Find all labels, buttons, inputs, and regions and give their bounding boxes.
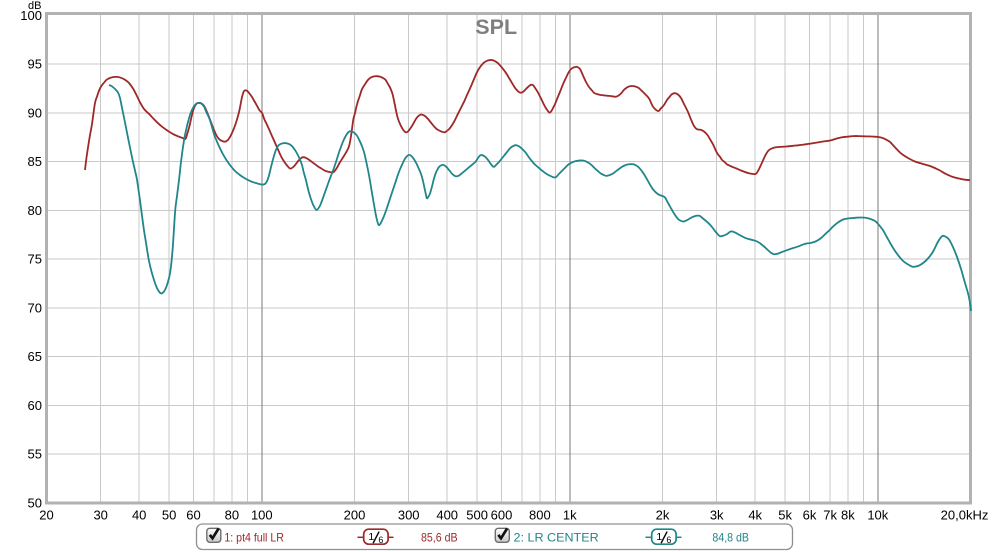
svg-text:dB: dB <box>28 0 41 12</box>
svg-text:2k: 2k <box>656 508 670 523</box>
svg-text:200: 200 <box>344 508 366 523</box>
svg-text:10k: 10k <box>867 508 888 523</box>
svg-text:5k: 5k <box>778 508 792 523</box>
svg-text:65: 65 <box>28 349 42 364</box>
svg-text:500: 500 <box>466 508 488 523</box>
svg-text:400: 400 <box>436 508 458 523</box>
svg-text:20: 20 <box>39 508 53 523</box>
svg-text:50: 50 <box>162 508 176 523</box>
svg-text:85: 85 <box>28 154 42 169</box>
svg-text:6: 6 <box>378 535 383 545</box>
svg-text:3k: 3k <box>710 508 724 523</box>
svg-text:6k: 6k <box>803 508 817 523</box>
svg-text:1k: 1k <box>563 508 577 523</box>
svg-text:SPL: SPL <box>475 15 517 39</box>
svg-text:60: 60 <box>28 398 42 413</box>
svg-text:95: 95 <box>28 57 42 72</box>
svg-text:90: 90 <box>28 105 42 120</box>
svg-text:75: 75 <box>28 252 42 267</box>
svg-text:50: 50 <box>28 495 42 510</box>
svg-text:60: 60 <box>186 508 200 523</box>
svg-text:55: 55 <box>28 447 42 462</box>
svg-text:100: 100 <box>251 508 273 523</box>
svg-text:84,8 dB: 84,8 dB <box>712 530 749 544</box>
svg-text:800: 800 <box>529 508 551 523</box>
svg-text:80: 80 <box>28 203 42 218</box>
svg-text:300: 300 <box>398 508 420 523</box>
svg-text:1: 1 <box>656 531 662 543</box>
svg-text:7k: 7k <box>823 508 837 523</box>
svg-text:8k: 8k <box>841 508 855 523</box>
svg-text:1: pt4 full LR: 1: pt4 full LR <box>224 530 284 544</box>
svg-text:40: 40 <box>132 508 146 523</box>
svg-text:1: 1 <box>368 531 374 543</box>
svg-text:80: 80 <box>225 508 239 523</box>
svg-text:6: 6 <box>666 535 671 545</box>
svg-text:85,6 dB: 85,6 dB <box>421 530 458 544</box>
svg-text:30: 30 <box>93 508 107 523</box>
svg-text:20,0kHz: 20,0kHz <box>941 508 989 523</box>
svg-text:4k: 4k <box>748 508 762 523</box>
svg-text:100: 100 <box>20 8 42 23</box>
svg-text:2: LR CENTER: 2: LR CENTER <box>514 530 600 544</box>
svg-text:600: 600 <box>491 508 513 523</box>
svg-text:70: 70 <box>28 300 42 315</box>
